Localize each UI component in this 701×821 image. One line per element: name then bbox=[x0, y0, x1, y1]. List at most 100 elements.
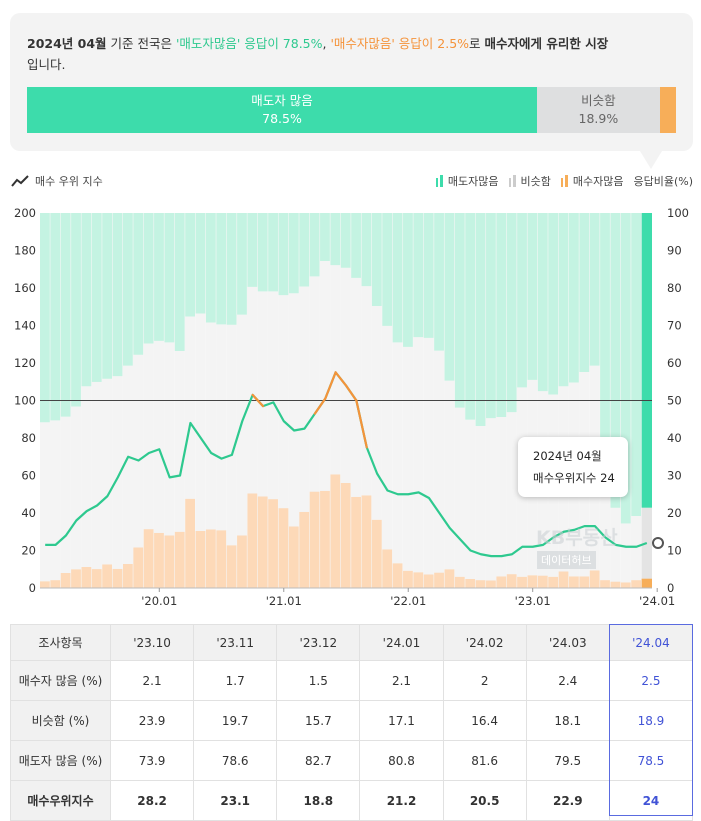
table-cell: 1.5 bbox=[276, 660, 361, 701]
table-cell: 73.9 bbox=[109, 740, 195, 781]
summary-text: 2024년 04월 기준 전국은 '매도자많음' 응답이 78.5%, '매수자… bbox=[27, 33, 677, 75]
bar-same bbox=[247, 286, 258, 494]
table-cell: 19.7 bbox=[193, 700, 278, 741]
table-header-cell[interactable]: '24.02 bbox=[442, 624, 527, 661]
bar-same bbox=[143, 343, 154, 530]
bar-sell bbox=[527, 213, 538, 380]
bar-sell bbox=[40, 213, 50, 423]
bar-same bbox=[154, 340, 164, 533]
bar-sell bbox=[247, 213, 258, 287]
bar-buy bbox=[506, 574, 517, 588]
row-label: 매수자 많음 (%) bbox=[10, 660, 111, 701]
bar-buy bbox=[465, 579, 476, 588]
bar-same bbox=[631, 516, 642, 581]
bar-same bbox=[496, 417, 507, 577]
legend-item-sell[interactable]: 매도자많음 bbox=[435, 173, 499, 189]
bar-same bbox=[475, 426, 486, 581]
index-line-above-100 bbox=[344, 384, 358, 402]
bar-buy bbox=[309, 491, 320, 588]
bar-buy bbox=[392, 563, 403, 588]
bar-sell bbox=[434, 213, 444, 351]
bar-buy bbox=[579, 576, 590, 588]
right-tick-label: 0 bbox=[667, 581, 674, 595]
table-cell: 16.4 bbox=[442, 700, 527, 741]
table-cell: 79.5 bbox=[525, 740, 610, 781]
bar-buy bbox=[237, 535, 247, 588]
bar-buy bbox=[164, 535, 175, 588]
legend-index[interactable]: 매수 우위 지수 bbox=[11, 173, 103, 189]
bar-sell bbox=[226, 213, 237, 325]
bar-sell bbox=[81, 213, 92, 387]
bar-buy bbox=[40, 581, 50, 588]
bar-same bbox=[60, 416, 71, 573]
bar-sell bbox=[392, 213, 403, 343]
bar-sell bbox=[361, 213, 372, 287]
summary-text-part: 입니다. bbox=[27, 57, 66, 72]
bar-buy bbox=[226, 545, 237, 588]
bar-buy bbox=[247, 493, 258, 588]
bar-same bbox=[371, 306, 382, 520]
watermark-logo: KB부동산 bbox=[536, 527, 618, 549]
bar-buy bbox=[558, 571, 569, 588]
bar-buy bbox=[174, 531, 185, 588]
bar-same bbox=[112, 376, 123, 569]
bar-buy bbox=[195, 531, 206, 588]
left-tick-label: 140 bbox=[14, 319, 36, 333]
table-header-cell[interactable]: '23.11 bbox=[193, 624, 278, 661]
bar-same bbox=[174, 351, 185, 532]
x-tick-label: '22.01 bbox=[390, 594, 426, 608]
right-tick-label: 40 bbox=[667, 431, 682, 445]
bar-buy bbox=[371, 519, 382, 588]
bar-same bbox=[71, 406, 81, 570]
bar-chart-icon bbox=[560, 175, 568, 187]
right-tick-label: 20 bbox=[667, 506, 682, 520]
left-tick-label: 60 bbox=[21, 469, 36, 483]
bar-sell bbox=[610, 213, 621, 508]
bar-sell-selected bbox=[641, 213, 652, 508]
bar-buy bbox=[496, 576, 507, 588]
bar-sell bbox=[122, 213, 133, 366]
bar-buy bbox=[288, 526, 299, 588]
bar-sell bbox=[154, 213, 164, 341]
bar-same bbox=[309, 276, 320, 492]
table-header-cell[interactable]: '24.03 bbox=[525, 624, 610, 661]
bar-sell bbox=[320, 213, 330, 261]
table-header-cell[interactable]: '24.01 bbox=[359, 624, 444, 661]
bar-sell bbox=[486, 213, 496, 419]
survey-table: 조사항목 '23.10 '23.11 '23.12 '24.01 '24.02 … bbox=[10, 624, 694, 821]
line-chart-icon bbox=[11, 175, 29, 187]
legend-index-label: 매수 우위 지수 bbox=[35, 175, 103, 188]
ratio-segment-sell: 매도자 많음 78.5% bbox=[27, 87, 537, 133]
bar-sell bbox=[60, 213, 71, 417]
table-header-cell[interactable]: '23.12 bbox=[276, 624, 361, 661]
left-tick-label: 160 bbox=[14, 281, 36, 295]
bar-buy bbox=[50, 580, 61, 588]
legend-item-buy[interactable]: 매수자많음 bbox=[560, 173, 623, 189]
bar-buy bbox=[486, 580, 496, 588]
x-tick-label: '21.01 bbox=[266, 594, 302, 608]
bar-sell bbox=[237, 213, 247, 315]
bar-buy bbox=[71, 569, 81, 588]
bar-same bbox=[392, 342, 403, 564]
bar-buy bbox=[278, 508, 289, 588]
left-tick-label: 100 bbox=[14, 394, 36, 408]
bar-buy bbox=[444, 569, 455, 588]
bar-sell bbox=[340, 213, 351, 268]
table-header-cell-selected[interactable]: '24.04 bbox=[608, 624, 694, 661]
bar-buy bbox=[257, 496, 268, 588]
table-header-cell[interactable]: '23.10 bbox=[109, 624, 195, 661]
bar-same bbox=[444, 380, 455, 570]
bar-sell bbox=[50, 213, 61, 421]
index-line-above-100 bbox=[313, 397, 327, 415]
bar-buy bbox=[351, 496, 361, 588]
bar-sell bbox=[133, 213, 144, 355]
bar-buy bbox=[143, 529, 154, 588]
legend-item-same[interactable]: 비슷함 bbox=[508, 173, 551, 189]
bar-buy bbox=[610, 581, 621, 588]
bar-buy bbox=[102, 564, 113, 588]
bar-sell bbox=[257, 213, 268, 292]
bar-sell bbox=[475, 213, 486, 426]
bar-same bbox=[133, 354, 144, 548]
tooltip-value: 매수우위지수 24 bbox=[533, 471, 615, 485]
bar-sell bbox=[205, 213, 216, 323]
